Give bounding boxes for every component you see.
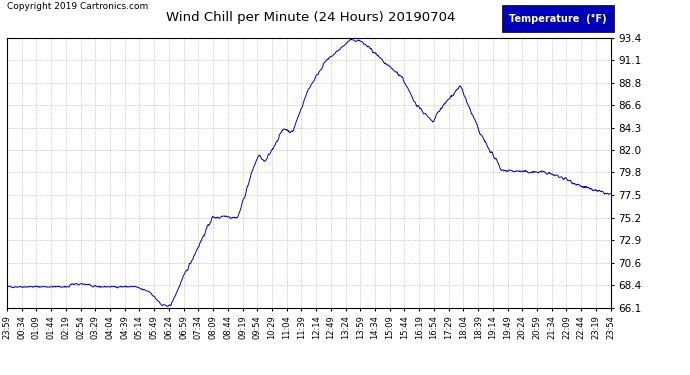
Bar [502, 5, 613, 32]
Text: Wind Chill per Minute (24 Hours) 20190704: Wind Chill per Minute (24 Hours) 2019070… [166, 11, 455, 24]
Text: Temperature  (°F): Temperature (°F) [509, 13, 607, 24]
Text: Copyright 2019 Cartronics.com: Copyright 2019 Cartronics.com [7, 2, 148, 11]
